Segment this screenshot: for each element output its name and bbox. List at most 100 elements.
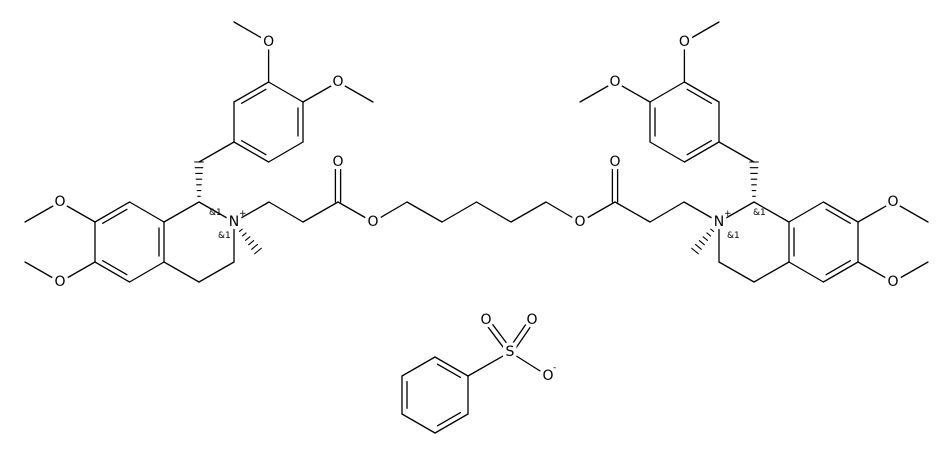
stereo-label: &1	[727, 231, 740, 241]
atom-label: O	[679, 34, 690, 50]
atom-label: O	[609, 154, 620, 170]
bond	[337, 81, 374, 103]
bond	[337, 201, 374, 223]
bond	[302, 201, 339, 223]
bond	[825, 208, 851, 224]
bond	[372, 201, 408, 223]
bond	[753, 201, 790, 223]
bond	[579, 201, 616, 223]
bond	[686, 140, 712, 156]
bond	[686, 88, 712, 104]
bond	[267, 81, 304, 103]
atom-label: O	[480, 312, 491, 328]
bond	[718, 201, 755, 223]
hashed-bond	[710, 228, 715, 232]
bond	[59, 261, 96, 283]
bond	[233, 81, 270, 103]
hashed-bond	[694, 243, 702, 250]
hashed-bond	[702, 236, 708, 241]
bond	[579, 81, 616, 103]
bond	[233, 21, 270, 43]
bond	[683, 21, 720, 43]
bond	[483, 320, 509, 355]
atom-label: O	[367, 214, 378, 230]
atom-label: O	[574, 214, 585, 230]
hashed-bond	[251, 243, 259, 250]
bond	[825, 260, 851, 276]
bond	[401, 356, 436, 377]
bond	[467, 351, 511, 377]
bond	[198, 201, 235, 223]
bond	[163, 201, 200, 223]
bond	[233, 201, 270, 223]
bond	[401, 413, 436, 434]
atom-label: O	[526, 312, 537, 328]
bond	[94, 201, 131, 223]
hashed-bond	[248, 240, 255, 246]
hashed-bond	[706, 232, 712, 237]
hashed-bond	[245, 236, 251, 241]
bond	[718, 261, 755, 283]
bond	[788, 201, 825, 223]
hashed-bond	[691, 247, 699, 255]
atom-label: O	[609, 74, 620, 90]
atom-charge: +	[239, 209, 247, 219]
atom-label: O	[263, 34, 274, 50]
atom-label: O	[332, 154, 343, 170]
bond	[511, 320, 535, 355]
bond	[434, 356, 469, 377]
bond	[24, 201, 61, 223]
atom-label: O	[54, 194, 65, 210]
bond	[683, 201, 720, 223]
hashed-bond	[241, 232, 247, 237]
bond	[892, 261, 929, 283]
bond	[406, 201, 443, 223]
hashed-bond	[698, 240, 705, 246]
bond	[718, 141, 755, 163]
atom-charge: -	[553, 363, 556, 373]
bond	[436, 363, 462, 379]
hashed-bond	[714, 224, 718, 228]
bonds	[24, 21, 929, 434]
atom-charge: +	[724, 209, 732, 219]
bond	[436, 411, 462, 427]
bond	[102, 260, 128, 276]
bond	[509, 351, 549, 377]
bond	[753, 261, 790, 283]
bond	[24, 261, 61, 283]
bond	[857, 201, 894, 223]
bond	[545, 201, 581, 223]
bond	[649, 81, 686, 103]
bond	[441, 201, 478, 223]
bond	[233, 141, 270, 163]
bond	[267, 141, 304, 163]
bond	[857, 261, 894, 283]
bond	[683, 81, 720, 103]
atom-label: O	[332, 74, 343, 90]
bond	[128, 201, 165, 223]
bond	[510, 201, 547, 223]
hashed-bond	[238, 228, 243, 232]
hashed-bond	[235, 224, 239, 228]
bond	[302, 81, 339, 103]
bond	[102, 208, 128, 224]
bond	[268, 201, 304, 223]
atom-label: O	[542, 368, 553, 384]
stereo-label: &1	[753, 208, 766, 218]
bond	[475, 201, 512, 223]
bond	[649, 141, 686, 163]
bond	[198, 261, 235, 283]
bond	[822, 201, 859, 223]
bond	[241, 88, 267, 104]
bond	[241, 140, 267, 156]
bond	[822, 261, 859, 283]
bond	[507, 317, 531, 352]
atom-label: O	[887, 194, 898, 210]
bond	[649, 201, 685, 223]
atom-label: S	[506, 344, 515, 360]
atom-label: O	[54, 274, 65, 290]
hashed-bond	[254, 247, 262, 255]
